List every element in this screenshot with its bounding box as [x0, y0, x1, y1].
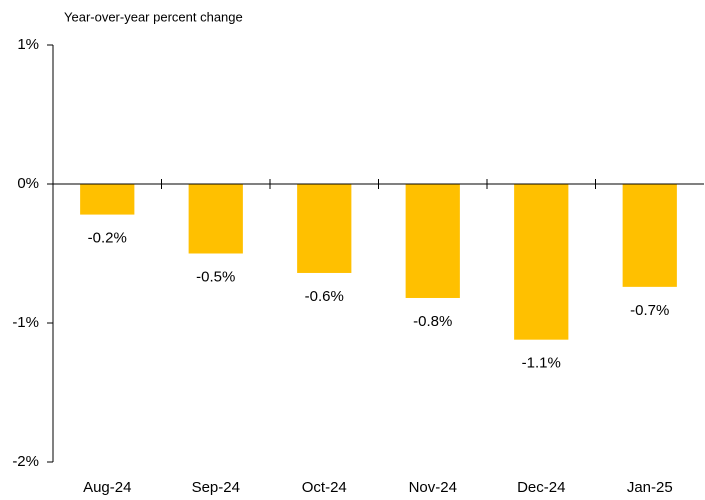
- bar: [622, 184, 677, 287]
- value-label: -0.7%: [630, 302, 669, 319]
- bar: [405, 184, 460, 298]
- bar: [80, 184, 135, 215]
- y-tick-label: 0%: [17, 175, 39, 192]
- x-tick-label: Jan-25: [627, 479, 673, 496]
- y-axis-title: Year-over-year percent change: [64, 9, 243, 24]
- y-tick-label: -2%: [12, 453, 39, 470]
- bar: [297, 184, 352, 273]
- value-label: -0.8%: [413, 313, 452, 330]
- value-label: -0.5%: [196, 268, 235, 285]
- y-tick-label: 1%: [17, 36, 39, 53]
- x-tick-label: Sep-24: [192, 479, 240, 496]
- bar: [188, 184, 243, 254]
- x-tick-label: Aug-24: [83, 479, 131, 496]
- value-label: -1.1%: [522, 355, 561, 372]
- x-tick-label: Nov-24: [409, 479, 457, 496]
- x-tick-label: Oct-24: [302, 479, 347, 496]
- bar: [514, 184, 569, 340]
- x-tick-label: Dec-24: [517, 479, 565, 496]
- y-tick-label: -1%: [12, 314, 39, 331]
- value-label: -0.6%: [305, 288, 344, 305]
- value-label: -0.2%: [88, 230, 127, 247]
